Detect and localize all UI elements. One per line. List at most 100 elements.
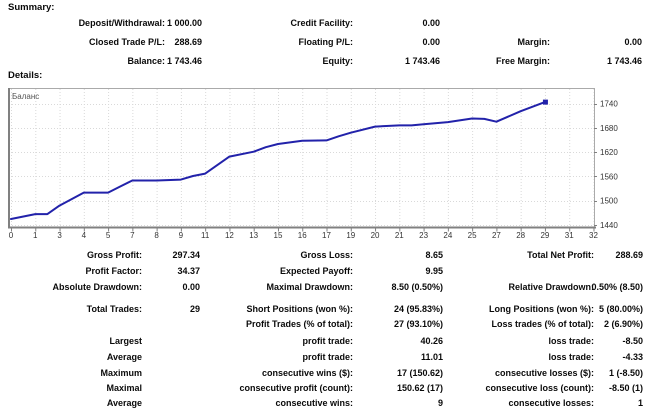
stat-label: Credit Facility: xyxy=(290,18,353,28)
stat-label: Balance: xyxy=(127,56,165,66)
balance-line xyxy=(10,101,546,220)
stat-value: 150.62 (17) xyxy=(396,383,443,393)
stat-label: Expected Payoff: xyxy=(279,266,353,276)
stat-value: 40.26 xyxy=(420,336,443,346)
stat-label: Profit Trades (% of total): xyxy=(245,319,353,329)
stat-value: 0.00 xyxy=(624,37,642,47)
stat-label: Average xyxy=(106,352,142,362)
stat-value: 1 743.46 xyxy=(404,56,440,66)
x-tick-label: 17 xyxy=(322,231,331,240)
x-axis-labels: 0 1 3 4 5 7 8 9 11 12 13 15 16 17 19 20 21 23 24 25 27 28 29 31… xyxy=(9,231,599,240)
stat-label: Short Positions (won %): xyxy=(246,304,354,314)
stat-value: 1 743.46 xyxy=(606,56,642,66)
details-row: Average consecutive wins: 9 consecutive … xyxy=(0,398,650,410)
stat-label: Total Trades: xyxy=(86,304,142,314)
stat-value: 5 (80.00%) xyxy=(598,304,643,314)
stat-value: 1 000.00 xyxy=(166,18,202,28)
summary-row: Closed Trade P/L: 288.69 Floating P/L: 0… xyxy=(0,37,650,49)
stat-value: 9 xyxy=(437,398,443,408)
details-row: Maximal consecutive profit (count): 150.… xyxy=(0,383,650,395)
x-tick-label: 9 xyxy=(179,231,184,240)
stat-label: Closed Trade P/L: xyxy=(88,37,165,47)
stat-value: 0.00 xyxy=(182,282,200,292)
stat-value: 1 743.46 xyxy=(166,56,202,66)
x-tick-label: 31 xyxy=(565,231,574,240)
stat-label: profit trade: xyxy=(302,352,354,362)
stat-label: loss trade: xyxy=(548,352,594,362)
x-tick-label: 4 xyxy=(82,231,87,240)
details-row: Average profit trade: 11.01 loss trade: … xyxy=(0,352,650,364)
y-tick-label: 1620 xyxy=(600,148,618,157)
chart-border xyxy=(8,88,595,228)
stat-value: 34.37 xyxy=(177,266,200,276)
x-tick-label: 23 xyxy=(419,231,428,240)
stat-value: 8.50 (0.50%) xyxy=(391,282,443,292)
stat-label: consecutive profit (count): xyxy=(239,383,353,393)
balance-chart: 0 1 3 4 5 7 8 9 11 12 13 15 16 17 19 20 21 23 24 25 27 28 29 31… xyxy=(8,88,618,240)
stat-label: Long Positions (won %): xyxy=(489,304,594,314)
stat-label: Free Margin: xyxy=(495,56,550,66)
stat-label: Total Net Profit: xyxy=(527,250,594,260)
details-row: Gross Profit: 297.34 Gross Loss: 8.65 To… xyxy=(0,250,650,262)
x-tick-label: 28 xyxy=(516,231,525,240)
details-row: Profit Factor: 34.37 Expected Payoff: 9.… xyxy=(0,266,650,278)
x-tick-label: 12 xyxy=(225,231,234,240)
y-tick-label: 1680 xyxy=(600,124,618,133)
stat-label: consecutive wins ($): xyxy=(261,368,353,378)
stat-value: 8.65 xyxy=(425,250,443,260)
stat-label: loss trade: xyxy=(548,336,594,346)
stat-label: Gross Loss: xyxy=(300,250,353,260)
x-tick-label: 32 xyxy=(589,231,598,240)
stat-value: 27 (93.10%) xyxy=(393,319,443,329)
x-tick-label: 11 xyxy=(201,231,210,240)
x-tick-label: 5 xyxy=(106,231,111,240)
x-tick-label: 3 xyxy=(57,231,62,240)
x-tick-label: 16 xyxy=(298,231,307,240)
stat-value: 29 xyxy=(189,304,200,314)
stat-label: Deposit/Withdrawal: xyxy=(78,18,165,28)
chart-legend-label: Баланс xyxy=(12,92,39,101)
stat-label: Largest xyxy=(109,336,142,346)
stat-label: Equity: xyxy=(322,56,354,66)
stat-value: -8.50 xyxy=(622,336,643,346)
stat-label: Maximal xyxy=(106,383,142,393)
stat-label: profit trade: xyxy=(302,336,354,346)
stat-value: -4.33 xyxy=(622,352,643,362)
stat-label: Average xyxy=(106,398,142,408)
stat-value: 24 (95.83%) xyxy=(393,304,443,314)
x-tick-label: 8 xyxy=(154,231,159,240)
x-tick-label: 21 xyxy=(395,231,404,240)
axis-ticks xyxy=(11,104,597,232)
stat-value: 1 (-8.50) xyxy=(608,368,643,378)
summary-row: Balance: 1 743.46 Equity: 1 743.46 Free … xyxy=(0,56,650,68)
stat-value: 0.00 xyxy=(422,37,440,47)
x-tick-label: 25 xyxy=(468,231,477,240)
summary-section-title: Summary: xyxy=(8,2,55,13)
stat-label: Floating P/L: xyxy=(298,37,354,47)
details-row: Largest profit trade: 40.26 loss trade: … xyxy=(0,336,650,348)
details-row: Total Trades: 29 Short Positions (won %)… xyxy=(0,304,650,316)
y-tick-label: 1740 xyxy=(600,100,618,109)
stat-value: 0.00 xyxy=(422,18,440,28)
stat-value: -8.50 (1) xyxy=(608,383,643,393)
stat-label: consecutive losses: xyxy=(508,398,594,408)
stat-label: consecutive loss (count): xyxy=(485,383,594,393)
balance-line-end-marker xyxy=(542,99,548,105)
x-tick-label: 15 xyxy=(274,231,283,240)
x-tick-label: 24 xyxy=(443,231,452,240)
stat-label: Maximum xyxy=(100,368,142,378)
stat-value: 2 (6.90%) xyxy=(603,319,643,329)
chart-grid xyxy=(9,89,595,226)
x-tick-label: 29 xyxy=(540,231,549,240)
details-section-title: Details: xyxy=(8,70,43,81)
stat-value: 288.69 xyxy=(174,37,202,47)
x-tick-label: 19 xyxy=(346,231,355,240)
summary-row: Deposit/Withdrawal: 1 000.00 Credit Faci… xyxy=(0,18,650,30)
stat-value: 0.50% (8.50) xyxy=(591,282,643,292)
stat-label: Maximal Drawdown: xyxy=(266,282,353,292)
y-tick-label: 1560 xyxy=(600,172,618,181)
details-row: Absolute Drawdown: 0.00 Maximal Drawdown… xyxy=(0,282,650,294)
x-tick-label: 7 xyxy=(130,231,135,240)
stat-label: consecutive wins: xyxy=(275,398,353,408)
